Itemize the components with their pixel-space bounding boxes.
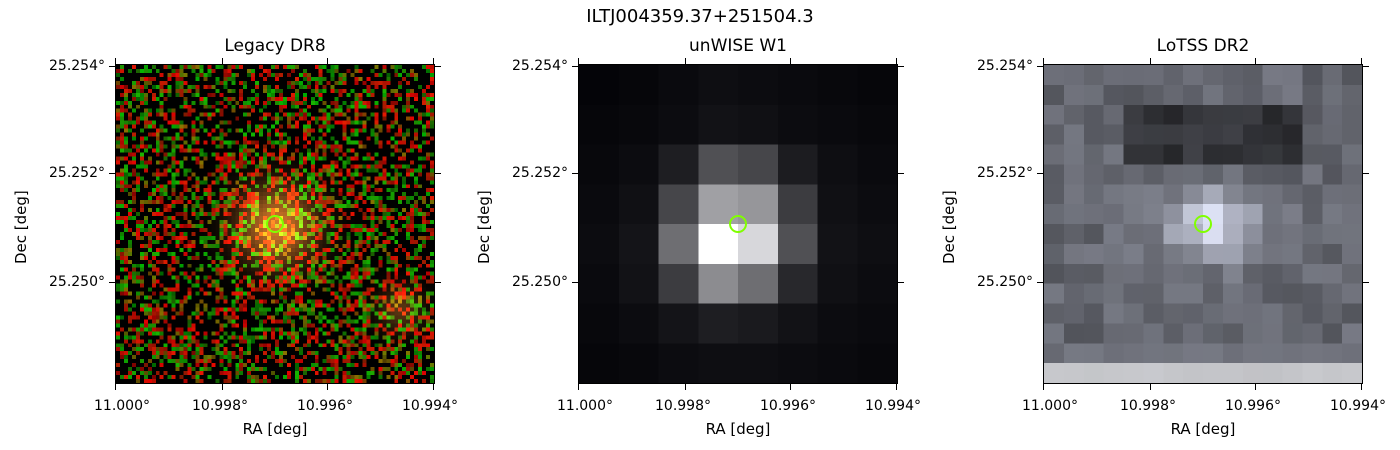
y-axis-label: Dec [deg] [940, 190, 958, 264]
lotss-image [1043, 64, 1363, 384]
xtick-mark [1255, 58, 1256, 64]
xtick-label: 10.996° [760, 398, 816, 414]
legacy-image [115, 64, 435, 384]
unwise-image [578, 64, 898, 384]
ytick-label: 25.250° [49, 274, 105, 290]
ytick-mark [572, 173, 578, 174]
panel-title: unWISE W1 [689, 36, 787, 56]
panel-lotss: LoTSS DR2 25.254° 25.252° 25.250° 11.000… [928, 36, 1398, 446]
ytick-label: 25.252° [49, 165, 105, 181]
xtick-mark [790, 384, 791, 390]
xtick-mark [1150, 58, 1151, 64]
xtick-mark [115, 58, 116, 64]
xtick-mark [222, 58, 223, 64]
source-marker [1194, 215, 1212, 233]
ytick-mark [1037, 282, 1043, 283]
xtick-mark [1043, 384, 1044, 390]
xtick-mark [433, 384, 434, 390]
xtick-label: 11.000° [1022, 398, 1078, 414]
xtick-label: 10.994° [865, 398, 921, 414]
ytick-mark [109, 282, 115, 283]
ytick-label: 25.254° [977, 58, 1033, 74]
xtick-mark [685, 58, 686, 64]
ytick-label: 25.254° [512, 58, 568, 74]
xtick-label: 11.000° [94, 398, 150, 414]
ytick-mark [435, 173, 441, 174]
ytick-label: 25.252° [512, 165, 568, 181]
xtick-label: 10.996° [1225, 398, 1281, 414]
ytick-mark [898, 282, 904, 283]
xtick-mark [896, 384, 897, 390]
ytick-label: 25.254° [49, 58, 105, 74]
ytick-mark [898, 173, 904, 174]
panel-title: Legacy DR8 [224, 36, 326, 56]
xtick-label: 11.000° [557, 398, 613, 414]
source-marker [266, 215, 284, 233]
xtick-mark [433, 58, 434, 64]
xtick-mark [1043, 58, 1044, 64]
xtick-mark [1361, 384, 1362, 390]
ytick-label: 25.250° [512, 274, 568, 290]
xtick-mark [1150, 384, 1151, 390]
xtick-mark [222, 384, 223, 390]
ytick-mark [109, 173, 115, 174]
panel-unwise: unWISE W1 25.254° 25.252° 25.250° 11.000… [463, 36, 933, 446]
xtick-mark [1361, 58, 1362, 64]
xtick-mark [685, 384, 686, 390]
ytick-mark [1363, 173, 1369, 174]
xtick-mark [896, 58, 897, 64]
ytick-label: 25.250° [977, 274, 1033, 290]
panel-title: LoTSS DR2 [1156, 36, 1250, 56]
ytick-mark [572, 66, 578, 67]
ytick-mark [1037, 66, 1043, 67]
xtick-mark [578, 384, 579, 390]
ytick-mark [898, 66, 904, 67]
xtick-label: 10.998° [655, 398, 711, 414]
xtick-mark [327, 384, 328, 390]
xtick-label: 10.994° [402, 398, 458, 414]
ytick-mark [1363, 66, 1369, 67]
xtick-label: 10.996° [297, 398, 353, 414]
ytick-mark [109, 66, 115, 67]
panel-legacy: Legacy DR8 25.254° 25.252° 25.250° 11.00… [0, 36, 470, 446]
xtick-mark [790, 58, 791, 64]
ytick-mark [1363, 282, 1369, 283]
x-axis-label: RA [deg] [242, 420, 308, 438]
xtick-mark [327, 58, 328, 64]
xtick-label: 10.998° [1120, 398, 1176, 414]
x-axis-label: RA [deg] [705, 420, 771, 438]
ytick-label: 25.252° [977, 165, 1033, 181]
xtick-mark [115, 384, 116, 390]
ytick-mark [1037, 173, 1043, 174]
xtick-mark [1255, 384, 1256, 390]
xtick-label: 10.994° [1330, 398, 1386, 414]
ytick-mark [572, 282, 578, 283]
y-axis-label: Dec [deg] [475, 190, 493, 264]
xtick-mark [578, 58, 579, 64]
xtick-label: 10.998° [192, 398, 248, 414]
source-marker [729, 215, 747, 233]
ytick-mark [435, 282, 441, 283]
x-axis-label: RA [deg] [1170, 420, 1236, 438]
figure-title: ILTJ004359.37+251504.3 [586, 6, 814, 27]
y-axis-label: Dec [deg] [12, 190, 30, 264]
ytick-mark [435, 66, 441, 67]
